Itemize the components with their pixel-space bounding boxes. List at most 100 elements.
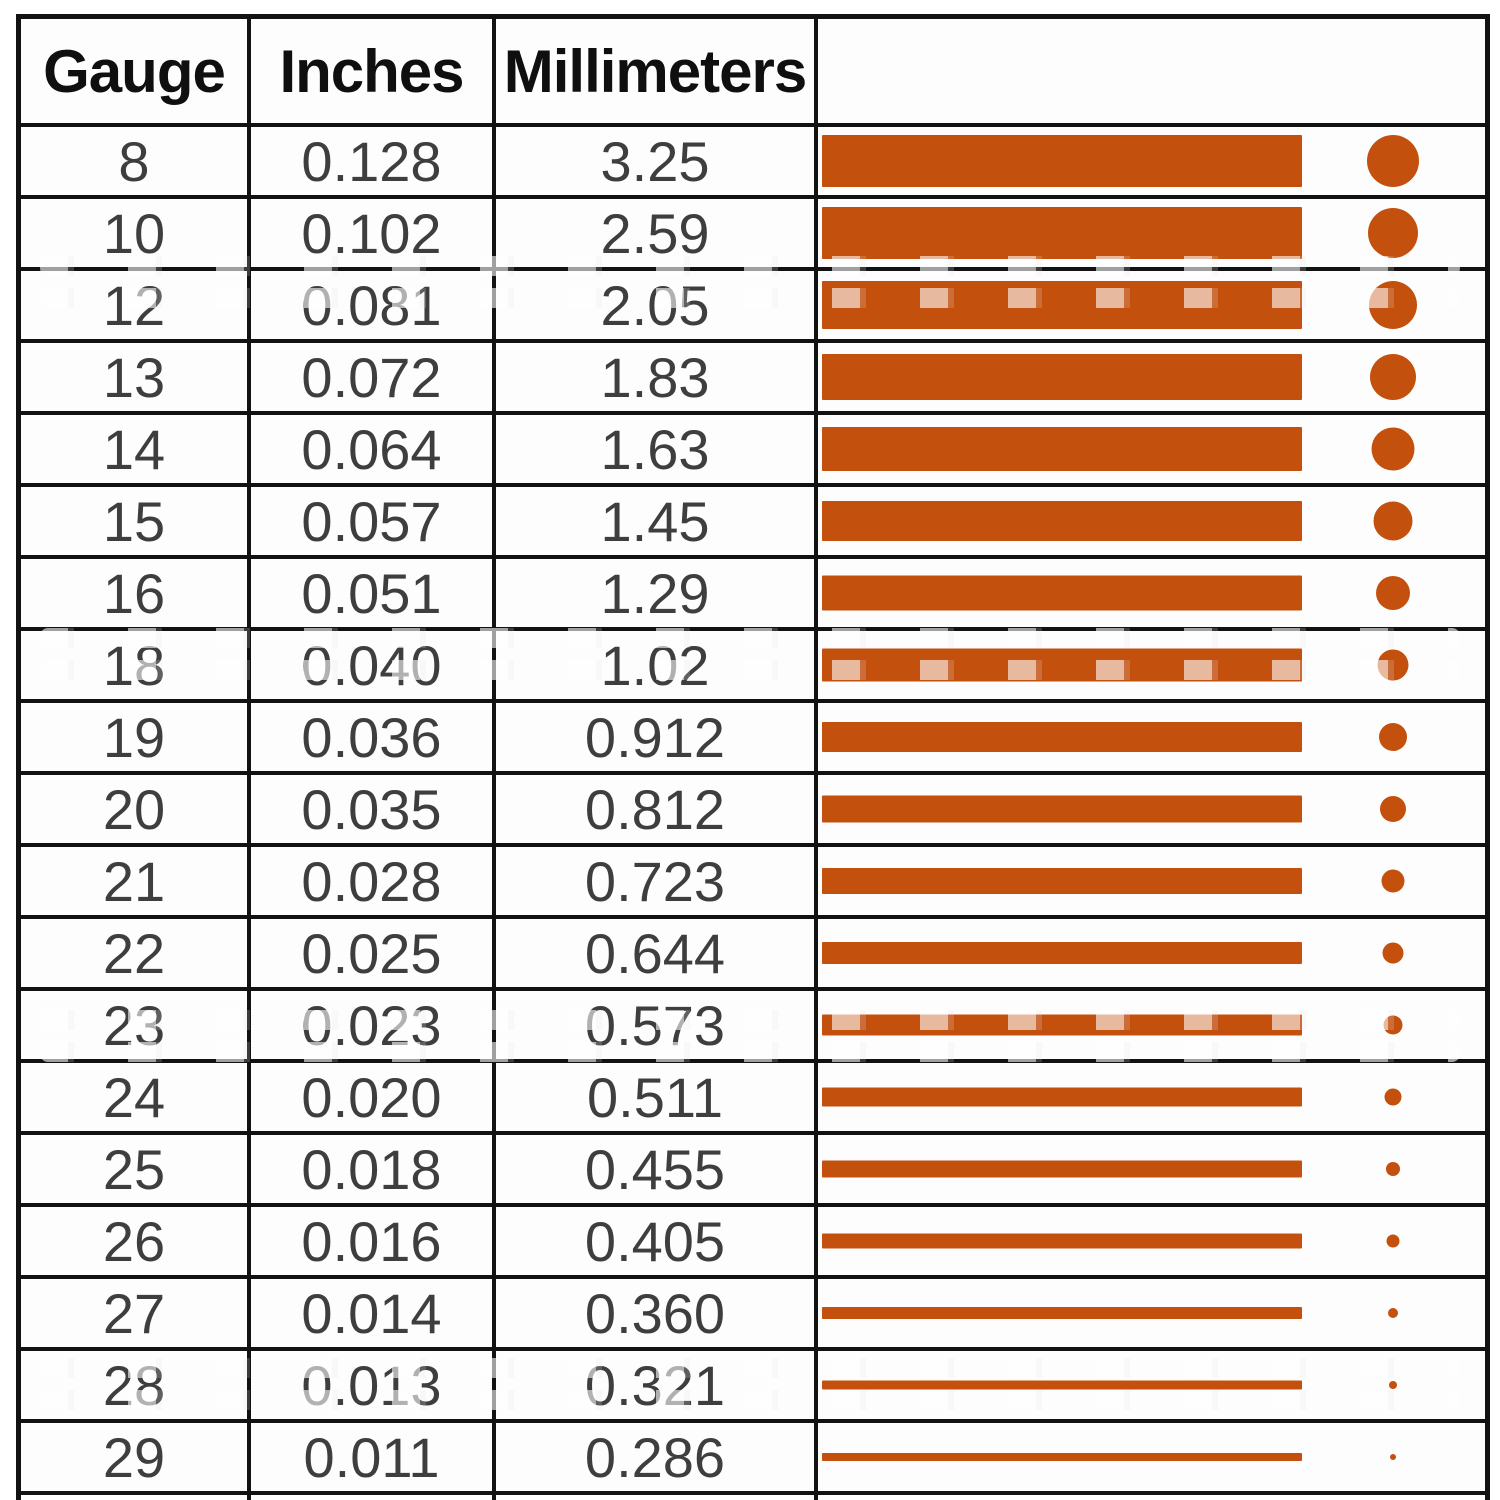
header-millimeters: Millimeters [496,19,818,123]
wire-thickness-bar [822,868,1302,894]
inches-cell: 0.040 [251,631,496,699]
gauge-cell: 25 [21,1135,251,1203]
gauge-cell: 26 [21,1207,251,1275]
inches-cell: 0.128 [251,127,496,195]
wire-cross-section-dot [1388,1308,1398,1318]
wire-cross-section-dot [1376,576,1410,610]
inches-cell: 0.010 [251,1495,496,1500]
wire-cross-section-dot [1386,1234,1400,1248]
wire-cross-section-dot [1368,208,1418,258]
wire-visual-cell [818,775,1485,843]
millimeters-cell: 0.573 [496,991,818,1059]
wire-thickness-bar [822,1380,1302,1390]
wire-visual-cell [818,1207,1485,1275]
wire-thickness-bar [822,427,1302,471]
millimeters-cell: 1.83 [496,343,818,411]
table-row: 23 0.023 0.573 [21,987,1485,1059]
wire-cross-section-dot [1390,1454,1396,1460]
wire-cross-section-dot [1382,942,1404,964]
wire-thickness-bar [822,795,1302,823]
wire-cross-section-dot [1383,1015,1403,1035]
gauge-cell: 19 [21,703,251,771]
wire-thickness-bar [822,354,1302,400]
wire-visual-cell [818,199,1485,267]
inches-cell: 0.072 [251,343,496,411]
table-row: 12 0.081 2.05 [21,267,1485,339]
wire-cross-section-dot [1367,135,1419,187]
wire-visual-cell [818,1495,1485,1500]
inches-cell: 0.036 [251,703,496,771]
wire-thickness-bar [822,1160,1302,1178]
millimeters-cell: 0.812 [496,775,818,843]
table-row: 10 0.102 2.59 [21,195,1485,267]
inches-cell: 0.064 [251,415,496,483]
wire-thickness-bar [822,281,1302,329]
wire-cross-section-dot [1377,649,1409,681]
wire-thickness-bar [822,207,1302,259]
wire-cross-section-dot [1379,723,1407,751]
wire-visual-cell [818,127,1485,195]
table-row: 14 0.064 1.63 [21,411,1485,483]
gauge-cell: 15 [21,487,251,555]
millimeters-cell: 0.455 [496,1135,818,1203]
wire-visual-cell [818,1063,1485,1131]
millimeters-cell: 3.25 [496,127,818,195]
gauge-cell: 23 [21,991,251,1059]
gauge-cell: 28 [21,1351,251,1419]
wire-visual-cell [818,919,1485,987]
table-row: 25 0.018 0.455 [21,1131,1485,1203]
inches-cell: 0.028 [251,847,496,915]
table-header-row: Gauge Inches Millimeters [21,19,1485,123]
wire-cross-section-dot [1373,501,1413,541]
inches-cell: 0.011 [251,1423,496,1491]
table-row: 24 0.020 0.511 [21,1059,1485,1131]
wire-visual-cell [818,1423,1485,1491]
wire-visual-cell [818,991,1485,1059]
gauge-cell: 22 [21,919,251,987]
gauge-cell: 16 [21,559,251,627]
inches-cell: 0.018 [251,1135,496,1203]
inches-cell: 0.102 [251,199,496,267]
gauge-table: Gauge Inches Millimeters 8 0.128 3.25 10… [16,14,1490,1500]
inches-cell: 0.035 [251,775,496,843]
table-row: 21 0.028 0.723 [21,843,1485,915]
wire-cross-section-dot [1370,354,1416,400]
wire-thickness-bar [822,575,1302,611]
wire-visual-cell [818,343,1485,411]
table-row: 8 0.128 3.25 [21,123,1485,195]
table-row: 30 0.010 0.255 [21,1491,1485,1500]
wire-thickness-bar [822,648,1302,682]
wire-thickness-bar [822,1087,1302,1107]
inches-cell: 0.025 [251,919,496,987]
millimeters-cell: 0.644 [496,919,818,987]
inches-cell: 0.081 [251,271,496,339]
millimeters-cell: 2.59 [496,199,818,267]
wire-visual-cell [818,1351,1485,1419]
gauge-cell: 21 [21,847,251,915]
table-row: 28 0.013 0.321 [21,1347,1485,1419]
gauge-cell: 29 [21,1423,251,1491]
header-inches: Inches [251,19,496,123]
millimeters-cell: 0.912 [496,703,818,771]
wire-thickness-bar [822,722,1302,752]
table-row: 15 0.057 1.45 [21,483,1485,555]
millimeters-cell: 1.63 [496,415,818,483]
gauge-cell: 27 [21,1279,251,1347]
gauge-cell: 18 [21,631,251,699]
inches-cell: 0.013 [251,1351,496,1419]
table-row: 27 0.014 0.360 [21,1275,1485,1347]
wire-cross-section-dot [1380,796,1406,822]
inches-cell: 0.020 [251,1063,496,1131]
wire-visual-cell [818,415,1485,483]
table-row: 16 0.051 1.29 [21,555,1485,627]
wire-thickness-bar [822,135,1302,187]
millimeters-cell: 0.255 [496,1495,818,1500]
table-row: 26 0.016 0.405 [21,1203,1485,1275]
wire-visual-cell [818,559,1485,627]
inches-cell: 0.023 [251,991,496,1059]
wire-thickness-bar [822,1233,1302,1249]
millimeters-cell: 0.321 [496,1351,818,1419]
wire-cross-section-dot [1369,281,1417,329]
gauge-cell: 20 [21,775,251,843]
table-row: 19 0.036 0.912 [21,699,1485,771]
